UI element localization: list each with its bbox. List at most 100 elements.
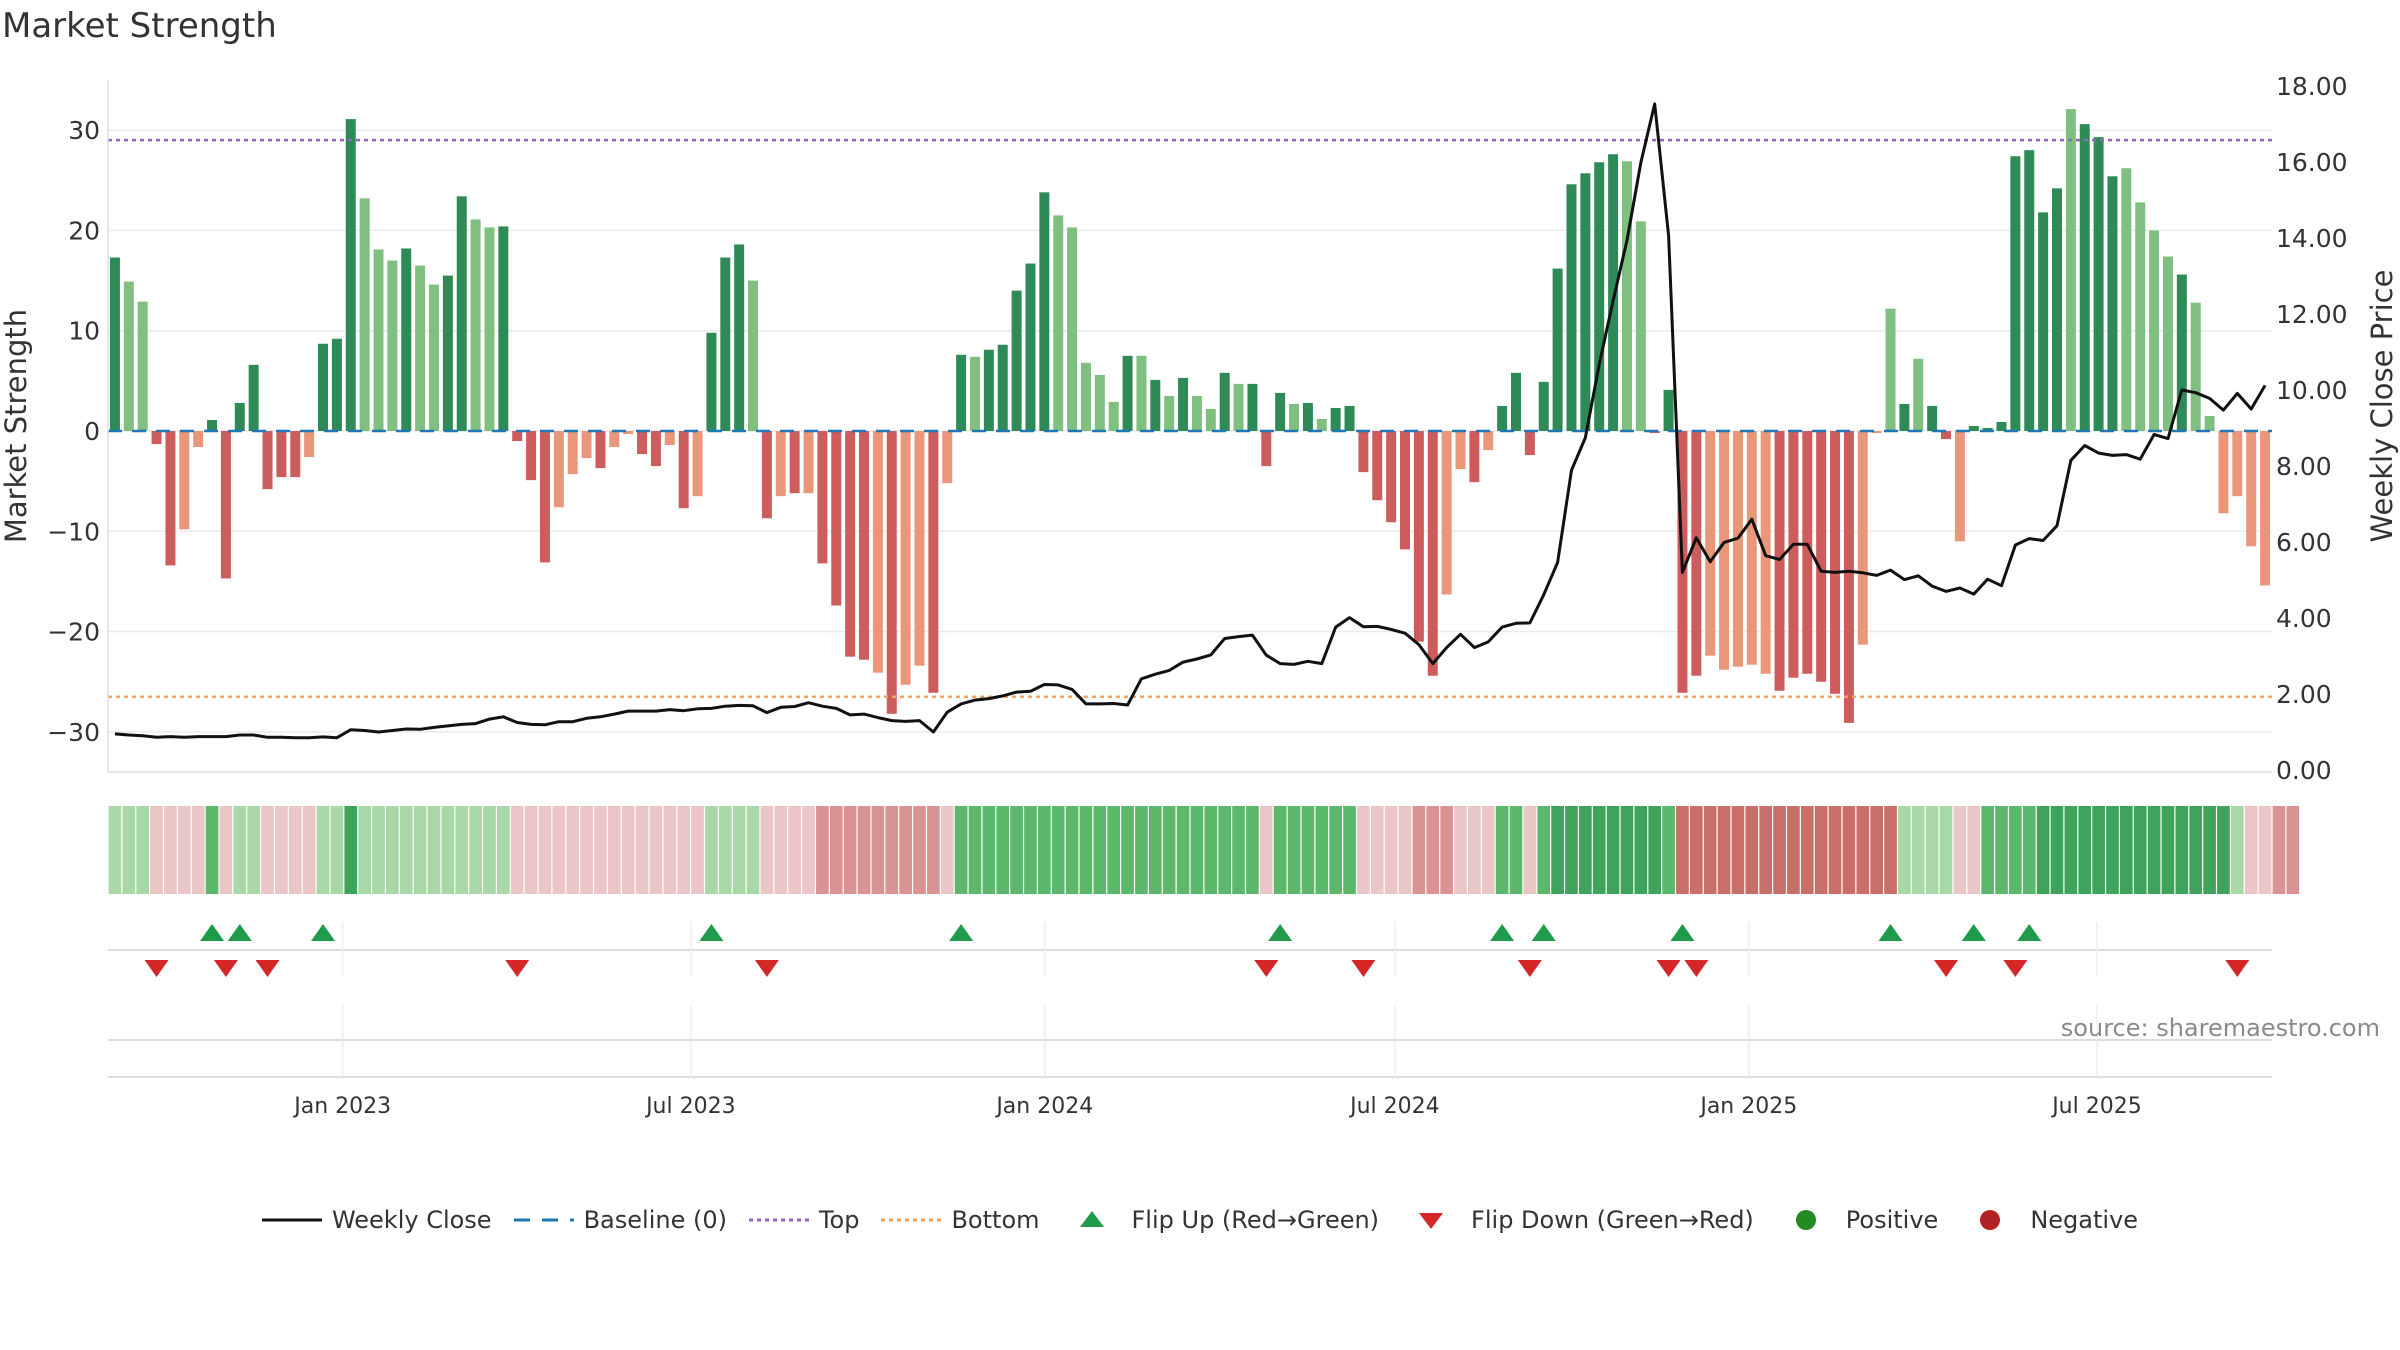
bar-negative bbox=[692, 431, 703, 497]
flip-down-marker bbox=[1254, 960, 1279, 977]
bar-negative bbox=[803, 431, 814, 494]
bar-negative bbox=[1788, 431, 1799, 678]
bar-positive bbox=[2190, 302, 2201, 432]
y-axis-label-left: Market Strength bbox=[0, 309, 33, 543]
flip-up-marker bbox=[1490, 924, 1515, 941]
bar-positive bbox=[207, 419, 218, 432]
strip-cell bbox=[594, 806, 607, 894]
strip-cell bbox=[1315, 806, 1329, 894]
bar-positive bbox=[1122, 355, 1133, 432]
strip-cell bbox=[663, 806, 677, 894]
y-tick-label-right: 8.00 bbox=[2276, 452, 2332, 481]
bar-positive bbox=[1330, 407, 1341, 432]
bar-negative bbox=[1455, 431, 1466, 470]
bar-positive bbox=[2065, 109, 2076, 432]
baseline-legend-icon bbox=[513, 1218, 574, 1222]
bar-positive bbox=[123, 281, 134, 432]
strip-cell bbox=[1967, 806, 1981, 894]
bar-positive bbox=[748, 280, 759, 432]
bar-negative bbox=[1719, 431, 1730, 670]
strip-cell bbox=[2203, 806, 2216, 894]
bar-positive bbox=[401, 248, 412, 432]
bar-negative bbox=[526, 431, 537, 481]
bar-negative bbox=[845, 431, 856, 657]
strip-cell bbox=[1953, 806, 1967, 894]
strip-cell bbox=[1079, 806, 1093, 894]
x-tick-label: Jan 2023 bbox=[292, 1094, 391, 1119]
strip-cell bbox=[857, 806, 871, 894]
flip-down-marker bbox=[2003, 960, 2028, 977]
bar-positive bbox=[1927, 405, 1938, 432]
strip-cell bbox=[1148, 806, 1162, 894]
bar-negative bbox=[595, 431, 606, 469]
legend-label: Flip Down (Green→Red) bbox=[1471, 1206, 1754, 1234]
bar-negative bbox=[609, 431, 620, 448]
bar-positive bbox=[1566, 184, 1577, 432]
bar-negative bbox=[276, 431, 287, 478]
negative-legend-icon bbox=[1980, 1210, 2001, 1230]
strip-cell bbox=[1773, 806, 1786, 894]
strip-cell bbox=[1135, 806, 1148, 894]
strip-cell bbox=[2092, 806, 2105, 894]
bar-negative bbox=[886, 431, 897, 714]
bar-negative bbox=[1261, 431, 1272, 467]
bar-negative bbox=[914, 431, 925, 666]
y-tick-label-right: 18.00 bbox=[2276, 72, 2348, 101]
strip-cell bbox=[1662, 806, 1675, 894]
source-credit: source: sharemaestro.com bbox=[2060, 1014, 2380, 1042]
flip-up-marker bbox=[1268, 924, 1293, 941]
bar-negative bbox=[1816, 431, 1827, 682]
strip-cell bbox=[566, 806, 580, 894]
strip-cell bbox=[760, 806, 774, 894]
y-tick-label-left: 30 bbox=[68, 116, 100, 145]
strip-cell bbox=[247, 806, 260, 894]
y-tick-label-left: −20 bbox=[47, 618, 100, 647]
flip-up-marker bbox=[1961, 924, 1986, 941]
y-tick-label-right: 12.00 bbox=[2276, 300, 2348, 329]
strip-cell bbox=[164, 806, 177, 894]
strip-cell bbox=[1717, 806, 1731, 894]
flip-down-marker bbox=[1934, 960, 1959, 977]
strip-cell bbox=[1648, 806, 1662, 894]
strip-cell bbox=[1232, 806, 1245, 894]
strip-cell bbox=[330, 806, 344, 894]
bar-positive bbox=[997, 344, 1008, 432]
bar-negative bbox=[151, 431, 162, 445]
bar-positive bbox=[1885, 308, 1896, 432]
bar-positive bbox=[1289, 403, 1300, 432]
chart-legend: Weekly Close Baseline (0) Top Bottom Flip Up… bbox=[0, 1206, 2400, 1234]
market-strength-chart: 30 20 10 0 −10 −20 −30 0.00 2.00 4.00 6.00 8.00 10.0… bbox=[0, 72, 2399, 1119]
strip-cell bbox=[802, 806, 815, 894]
flip-up-marker bbox=[949, 924, 974, 941]
bar-positive bbox=[1344, 405, 1355, 432]
strip-cell bbox=[677, 806, 691, 894]
strip-cell bbox=[1093, 806, 1107, 894]
strip-cell bbox=[1676, 806, 1689, 894]
strip-cell bbox=[927, 806, 940, 894]
bar-positive bbox=[387, 260, 398, 432]
reference-lines bbox=[108, 138, 2272, 699]
flip-down-marker bbox=[1351, 960, 1376, 977]
strip-cell bbox=[1911, 806, 1925, 894]
y-tick-label-right: 10.00 bbox=[2276, 376, 2348, 405]
bar-positive bbox=[1302, 402, 1313, 432]
line-legend-icon bbox=[261, 1218, 322, 1222]
legend-label: Flip Up (Red→Green) bbox=[1131, 1206, 1380, 1234]
strip-cell bbox=[1204, 806, 1218, 894]
strip-cell bbox=[288, 806, 302, 894]
bar-negative bbox=[1427, 431, 1438, 676]
strip-cell bbox=[1814, 806, 1828, 894]
strip-cell bbox=[621, 806, 635, 894]
legend-label: Bottom bbox=[951, 1206, 1040, 1234]
strip-cell bbox=[1995, 806, 2008, 894]
bar-negative bbox=[165, 431, 176, 566]
x-tick-label: Jan 2025 bbox=[1698, 1094, 1797, 1119]
strip-cell bbox=[1370, 806, 1384, 894]
bar-positive bbox=[1108, 401, 1119, 432]
strip-cell bbox=[1606, 806, 1620, 894]
strip-cell bbox=[1565, 806, 1578, 894]
flip-up-marker bbox=[1670, 924, 1695, 941]
strip-cell bbox=[1731, 806, 1745, 894]
strip-cell bbox=[1038, 806, 1051, 894]
flip-down-marker bbox=[754, 960, 779, 977]
